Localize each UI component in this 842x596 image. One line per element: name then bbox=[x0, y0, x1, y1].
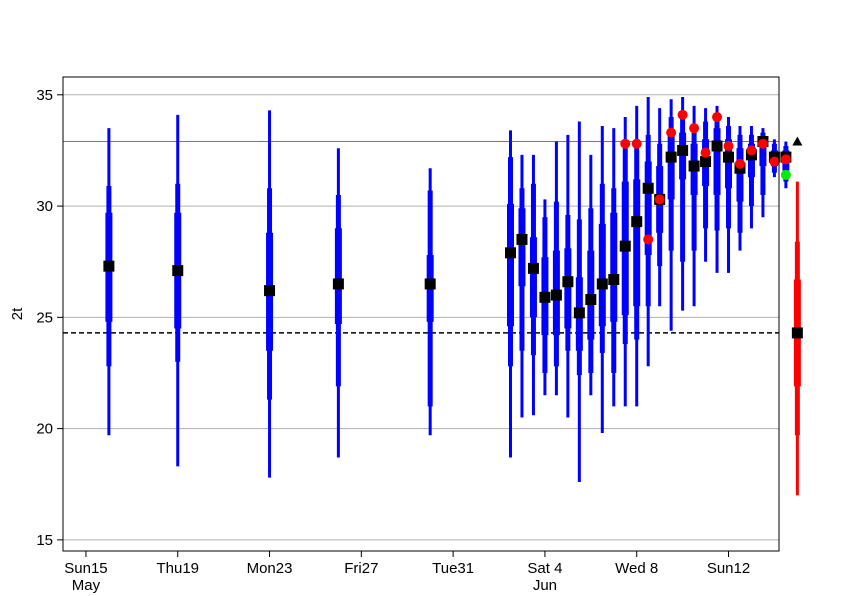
climate-box-median bbox=[791, 327, 803, 339]
x-tick-sublabel: May bbox=[72, 577, 101, 594]
ensemble-box-median bbox=[562, 276, 574, 288]
ensemble-box-median bbox=[103, 260, 115, 272]
ensemble-box-iqr bbox=[334, 228, 342, 325]
ensemble-box-iqr bbox=[736, 148, 744, 202]
ensemble-box-iqr bbox=[725, 139, 733, 189]
observation-point bbox=[712, 112, 723, 123]
y-tick-label: 25 bbox=[36, 309, 53, 326]
green-point bbox=[780, 169, 791, 180]
y-tick-label: 20 bbox=[36, 421, 53, 438]
ensemble-box-median bbox=[585, 294, 597, 306]
ensemble-box-median bbox=[516, 233, 528, 245]
ensemble-box-median bbox=[505, 247, 516, 259]
ensemble-box-iqr bbox=[633, 179, 641, 307]
ensemble-box-iqr bbox=[598, 223, 606, 327]
ensemble-box-median bbox=[264, 285, 276, 297]
observation-point bbox=[643, 234, 654, 245]
ensemble-box-median bbox=[631, 216, 643, 228]
x-tick-label: Thu19 bbox=[156, 560, 199, 577]
ensemble-box-median bbox=[573, 307, 585, 319]
x-tick-label: Sat 4 bbox=[527, 560, 562, 577]
ensemble-box-iqr bbox=[759, 137, 767, 167]
ensemble-box-median bbox=[642, 182, 654, 194]
ensemble-box-median bbox=[424, 278, 436, 290]
ensemble-box-median bbox=[596, 278, 608, 290]
y-tick-label: 15 bbox=[36, 532, 53, 549]
x-tick-sublabel: Jun bbox=[533, 577, 557, 594]
observation-point bbox=[689, 123, 700, 134]
x-tick-label: Fri27 bbox=[344, 560, 378, 577]
observation-point bbox=[631, 138, 642, 149]
y-axis-ticks: 15 20 25 30 35 bbox=[36, 87, 63, 549]
ensemble-box-iqr bbox=[610, 212, 618, 322]
observation-point bbox=[666, 127, 677, 138]
ensemble-box-p10-p90 bbox=[680, 117, 686, 262]
ensemble-box-iqr bbox=[679, 132, 687, 180]
ensemble-box-iqr bbox=[529, 237, 537, 318]
x-tick-label: Tue31 bbox=[432, 560, 474, 577]
ensemble-box-median bbox=[688, 160, 700, 172]
ensemble-box-median bbox=[539, 291, 551, 303]
observation-point bbox=[734, 158, 745, 169]
ensemble-box-median bbox=[700, 156, 712, 168]
ensemble-box-median bbox=[665, 151, 677, 163]
observation-point bbox=[769, 156, 780, 167]
observation-point bbox=[700, 147, 711, 158]
point-markers bbox=[620, 109, 803, 245]
observation-point bbox=[723, 140, 734, 151]
ensemble-box-median bbox=[608, 274, 620, 286]
observation-point bbox=[677, 109, 688, 120]
ensemble-box-median bbox=[527, 262, 539, 274]
ensemble-box-median bbox=[723, 151, 735, 163]
ensemble-box-iqr bbox=[667, 132, 675, 200]
observation-point bbox=[780, 154, 791, 165]
observation-point bbox=[620, 138, 631, 149]
observation-point bbox=[746, 145, 757, 156]
ensemble-box-iqr bbox=[747, 143, 755, 178]
triangle-point bbox=[792, 136, 803, 146]
x-tick-label: Sun15 bbox=[64, 560, 107, 577]
y-tick-label: 35 bbox=[36, 87, 53, 104]
plot-frame bbox=[62, 76, 780, 552]
ensemble-boxes bbox=[103, 97, 803, 496]
ensemble-box-iqr bbox=[518, 208, 526, 287]
ensemble-box-iqr bbox=[644, 161, 652, 256]
x-tick-label: Wed 8 bbox=[615, 560, 658, 577]
y-tick-label: 30 bbox=[36, 198, 53, 215]
ensemble-box-median bbox=[619, 240, 631, 252]
ensemble-box-median bbox=[711, 140, 723, 152]
ensemble-box-median bbox=[677, 144, 689, 156]
y-axis-label: 2t bbox=[9, 307, 26, 320]
ensemble-box-iqr bbox=[507, 203, 514, 327]
x-tick-label: Sun12 bbox=[707, 560, 750, 577]
observation-point bbox=[757, 138, 768, 149]
ensemble-box-iqr bbox=[564, 248, 572, 329]
ensemble-box-median bbox=[550, 289, 562, 301]
ensemble-box-iqr bbox=[713, 128, 721, 195]
observation-point bbox=[654, 194, 665, 205]
ensemble-box-median bbox=[172, 265, 184, 277]
ensemble-box-median bbox=[332, 278, 344, 290]
x-tick-label: Mon23 bbox=[247, 560, 293, 577]
